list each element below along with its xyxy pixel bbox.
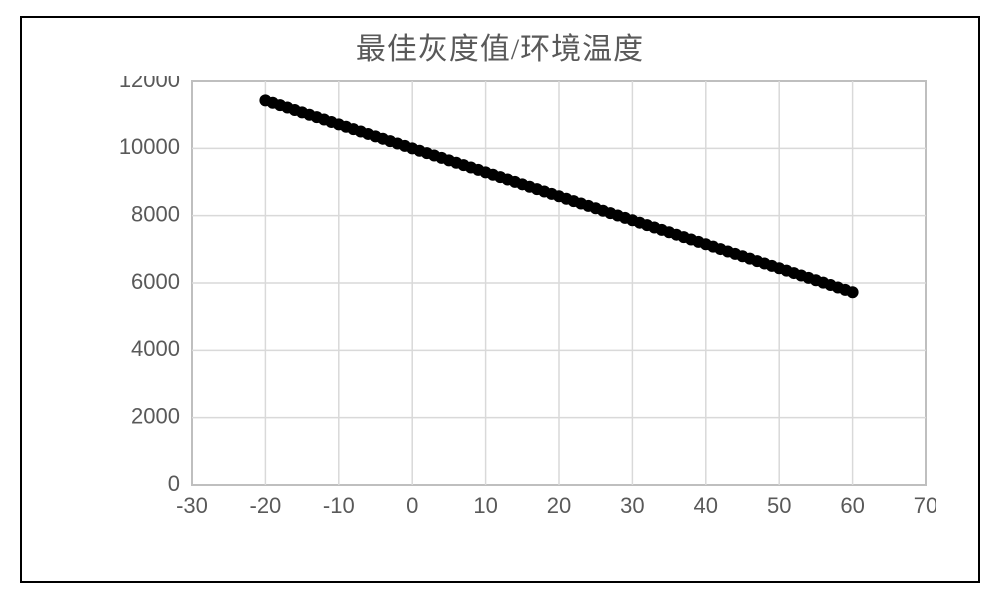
x-tick-label: 50 (767, 493, 791, 518)
chart-title: 最佳灰度值/环境温度 (22, 24, 978, 68)
y-tick-label: 4000 (131, 336, 180, 361)
y-tick-label: 8000 (131, 201, 180, 226)
plot-wrap: 020004000600080001000012000-30-20-100102… (62, 76, 936, 523)
x-tick-label: 20 (547, 493, 571, 518)
x-tick-label: 30 (620, 493, 644, 518)
x-tick-label: -20 (250, 493, 282, 518)
y-tick-label: 10000 (119, 134, 180, 159)
x-tick-label: -10 (323, 493, 355, 518)
y-tick-label: 6000 (131, 269, 180, 294)
chart-outer: 最佳灰度值/环境温度 0 2000 4000 6000 8000 10000 12000 -3… (0, 0, 1000, 603)
x-tick-label: 70 (914, 493, 936, 518)
x-tick-label: 0 (406, 493, 418, 518)
x-tick-label: 60 (840, 493, 864, 518)
plot-svg: 020004000600080001000012000-30-20-100102… (62, 76, 936, 523)
series-marker (847, 286, 859, 298)
y-tick-label: 12000 (119, 76, 180, 92)
y-tick-label: 2000 (131, 403, 180, 428)
x-tick-label: 40 (694, 493, 718, 518)
x-tick-label: -30 (176, 493, 208, 518)
x-tick-label: 10 (473, 493, 497, 518)
chart-frame: 最佳灰度值/环境温度 0 2000 4000 6000 8000 10000 12000 -3… (20, 16, 980, 583)
